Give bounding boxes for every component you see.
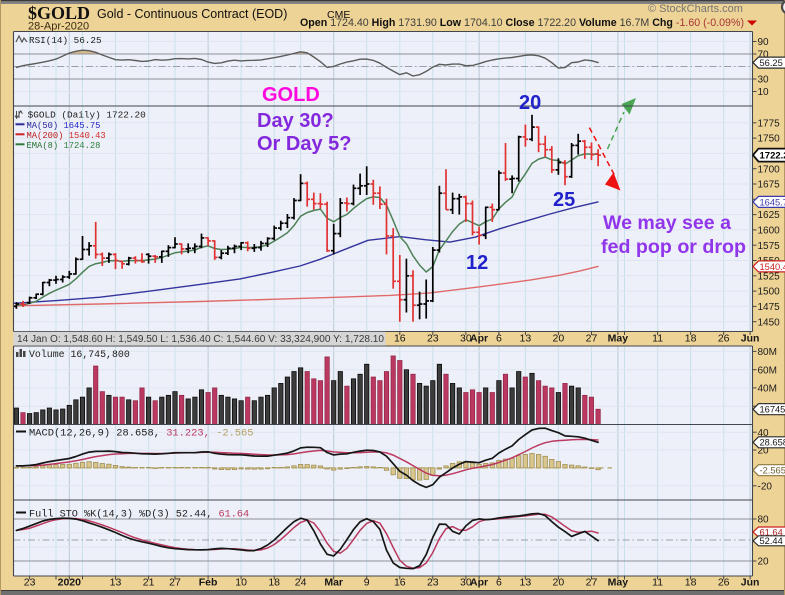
svg-text:60M: 60M [758,365,777,376]
svg-text:9: 9 [364,577,370,589]
svg-text:13: 13 [110,577,122,589]
svg-text:© StockCharts.com: © StockCharts.com [648,3,743,15]
svg-text:52.44: 52.44 [760,536,783,546]
svg-text:1600: 1600 [758,226,781,237]
svg-text:27: 27 [586,333,598,345]
svg-text:30: 30 [460,333,472,345]
svg-text:80: 80 [758,515,770,526]
svg-text:Gold - Continuous Contract (EO: Gold - Continuous Contract (EOD) [97,7,287,21]
svg-text:Jun: Jun [741,333,760,345]
svg-text:6: 6 [496,577,502,589]
svg-text:1525: 1525 [758,271,781,282]
svg-text:Mar: Mar [324,577,343,589]
svg-text:Feb: Feb [199,577,218,589]
svg-text:MA(50) 1645.75: MA(50) 1645.75 [27,121,101,131]
svg-text:1775: 1775 [758,118,781,129]
svg-text:1700: 1700 [758,164,781,175]
svg-text:12: 12 [466,252,488,274]
svg-text:We may see a: We may see a [603,212,731,234]
svg-text:1500: 1500 [758,287,781,298]
svg-text:40: 40 [758,428,770,439]
svg-text:RSI(14) 56.25: RSI(14) 56.25 [29,35,102,46]
svg-text:Day 30?: Day 30? [257,110,334,132]
svg-text:14 Jan O: 1,548.60 H: 1,549.5: 14 Jan O: 1,548.60 H: 1,549.50 L: 1,536.… [17,334,385,345]
svg-text:May: May [608,333,629,345]
svg-text:30: 30 [460,577,472,589]
svg-text:23: 23 [427,333,439,345]
svg-text:Apr: Apr [470,333,488,345]
svg-text:90: 90 [758,37,770,48]
svg-text:27: 27 [586,577,598,589]
svg-text:1540.43: 1540.43 [760,262,785,272]
svg-text:26: 26 [718,333,730,345]
svg-text:25: 25 [553,189,575,211]
svg-text:10: 10 [235,577,247,589]
svg-text:6: 6 [496,333,502,345]
svg-text:Or Day 5?: Or Day 5? [257,133,351,155]
svg-text:40M: 40M [758,384,777,395]
svg-text:fed pop or drop: fed pop or drop [601,236,746,258]
svg-text:1722.20: 1722.20 [760,151,785,162]
svg-text:May: May [608,577,629,589]
svg-text:11: 11 [652,333,663,345]
svg-text:27: 27 [169,577,181,589]
svg-text:Volume 16,745,800: Volume 16,745,800 [29,349,130,360]
svg-text:Apr: Apr [470,577,488,589]
svg-text:13: 13 [520,333,532,345]
svg-text:1575: 1575 [758,241,781,252]
svg-text:13: 13 [520,577,532,589]
svg-text:80M: 80M [758,347,777,358]
svg-text:18: 18 [685,577,697,589]
svg-text:70: 70 [758,50,770,61]
svg-text:28-Apr-2020: 28-Apr-2020 [28,21,89,33]
svg-text:20: 20 [553,333,565,345]
svg-text:16: 16 [394,577,406,589]
svg-text:$GOLD: $GOLD [28,3,90,23]
svg-text:2020: 2020 [58,577,82,589]
svg-text:20: 20 [553,577,565,589]
svg-text:1645.75: 1645.75 [760,197,785,207]
svg-text:GOLD: GOLD [262,84,320,106]
svg-text:-20: -20 [758,481,773,492]
svg-text:23: 23 [427,577,439,589]
svg-text:30: 30 [758,75,770,86]
svg-text:20: 20 [519,92,541,114]
svg-text:$GOLD (Daily) 1722.20: $GOLD (Daily) 1722.20 [28,110,147,121]
svg-text:26: 26 [718,577,730,589]
svg-text:1450: 1450 [758,317,781,328]
svg-text:MACD(12,26,9) 28.658, 31.223,: MACD(12,26,9) 28.658, 31.223, -2.565 [29,428,254,440]
svg-text:18: 18 [268,577,280,589]
svg-text:Open 1724.40 High 1731.90 Low: Open 1724.40 High 1731.90 Low 1704.10 Cl… [300,17,744,29]
svg-text:1475: 1475 [758,302,781,313]
svg-text:61.64: 61.64 [760,527,783,537]
svg-text:24: 24 [295,577,307,589]
svg-text:20: 20 [758,557,770,568]
svg-text:1675: 1675 [758,180,781,191]
svg-text:16745.8: 16745.8 [760,405,785,415]
svg-text:16: 16 [394,333,406,345]
svg-text:56.25: 56.25 [760,58,783,68]
svg-text:21: 21 [143,577,155,589]
svg-text:28.658: 28.658 [760,438,785,448]
svg-text:MA(200) 1540.43: MA(200) 1540.43 [27,131,106,141]
svg-text:20: 20 [758,446,770,457]
svg-text:1625: 1625 [758,210,781,221]
svg-text:Full STO %K(14,3) %D(3) 52.44,: Full STO %K(14,3) %D(3) 52.44, 61.64 [29,509,249,521]
svg-text:18: 18 [685,333,697,345]
svg-text:EMA(8) 1724.28: EMA(8) 1724.28 [27,141,101,151]
svg-text:10: 10 [758,87,770,98]
svg-text:23: 23 [24,577,36,589]
svg-text:Jun: Jun [741,577,760,589]
svg-text:1750: 1750 [758,134,781,145]
svg-text:-2.565: -2.565 [760,466,785,476]
svg-text:11: 11 [652,577,663,589]
svg-text:CME: CME [327,9,350,21]
